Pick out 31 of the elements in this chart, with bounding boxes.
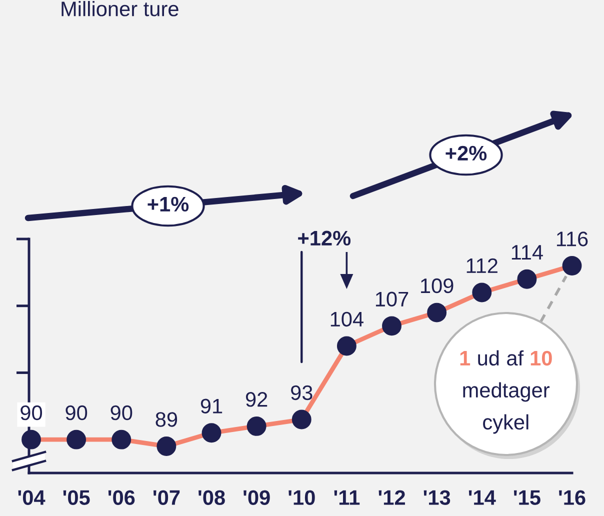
x-tick-label: '10 (288, 490, 315, 505)
x-tick-label: '07 (153, 490, 180, 505)
x-tick-label: '16 (559, 490, 586, 505)
data-label: 109 (421, 278, 454, 294)
data-label: 112 (466, 258, 498, 273)
data-label: 90 (20, 405, 42, 420)
data-label: 91 (200, 398, 222, 414)
x-tick-label: '05 (63, 490, 90, 505)
data-label: 90 (110, 405, 132, 420)
data-label: 116 (556, 232, 588, 246)
x-tick-label: '14 (468, 490, 496, 505)
text: +2% (446, 146, 487, 161)
x-tick-label: '13 (424, 490, 450, 505)
text: +1% (148, 196, 189, 212)
chart-title: Millioner ture (62, 1, 178, 16)
data-label: 89 (156, 412, 178, 427)
x-tick-label: '12 (378, 490, 405, 505)
data-label: 90 (66, 405, 88, 420)
x-tick-label: '15 (514, 490, 540, 505)
data-label: 107 (376, 292, 408, 307)
x-tick-label: '09 (244, 490, 270, 505)
x-tick-label: '06 (108, 490, 135, 505)
x-tick-label: '04 (18, 490, 46, 505)
data-label: 93 (291, 385, 312, 400)
x-tick-label: '08 (198, 490, 225, 505)
x-tick-label: '11 (334, 490, 360, 505)
data-label: 104 (330, 312, 364, 327)
annotation: +12% (298, 230, 351, 246)
data-label: 92 (246, 392, 268, 407)
data-label: 114 (512, 245, 543, 260)
annotation: 1 ud af 10 medtager cykel (460, 350, 552, 434)
